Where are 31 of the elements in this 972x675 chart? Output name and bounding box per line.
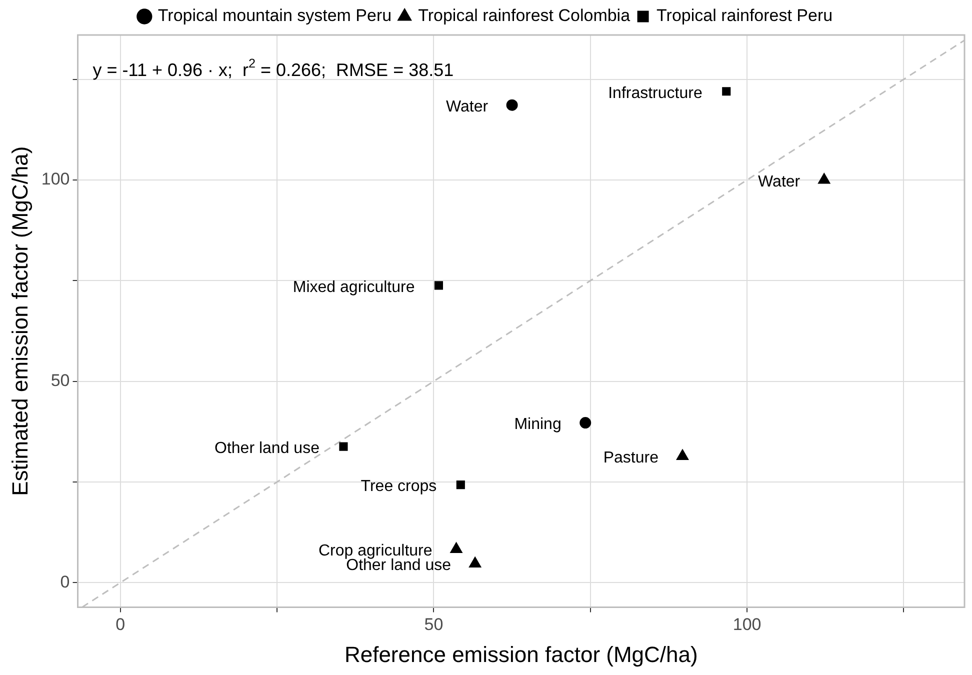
annotation: Pasture — [603, 450, 659, 467]
point — [722, 87, 731, 96]
y-tick-label: 100 — [41, 170, 70, 189]
y-tick-label: 50 — [50, 370, 70, 390]
annotation: Crop agriculture — [318, 542, 432, 560]
x-tick-label: 50 — [424, 615, 444, 634]
x-tick-label: 100 — [732, 615, 762, 634]
x-axis-title: Reference emission factor (MgC/ha) — [344, 642, 698, 667]
y-tick-label: 0 — [60, 572, 70, 592]
annotation: Infrastructure — [608, 84, 702, 102]
y-axis-title: Estimated emission factor (MgC/ha) — [7, 146, 32, 496]
annotation: Other land use — [346, 557, 452, 574]
legend-label: Tropical rainforest Colombia — [418, 6, 631, 26]
annotation: Mixed agriculture — [292, 278, 415, 296]
annotation: Mining — [514, 416, 562, 434]
annotation: Water — [758, 173, 801, 190]
annotation: Other land use — [214, 440, 320, 457]
annotation: Tree crops — [360, 478, 437, 496]
point — [434, 281, 444, 290]
annotation: Water — [446, 98, 489, 116]
legend-label: Tropical mountain system Peru — [158, 6, 392, 26]
point — [469, 556, 482, 568]
point — [450, 542, 462, 553]
point — [339, 442, 348, 451]
point — [676, 449, 688, 460]
x-tick-label: 0 — [116, 615, 126, 634]
point — [580, 417, 592, 429]
point — [456, 480, 465, 490]
point — [506, 99, 518, 111]
point — [818, 173, 830, 184]
legend-label: Tropical rainforest Peru — [656, 6, 833, 26]
